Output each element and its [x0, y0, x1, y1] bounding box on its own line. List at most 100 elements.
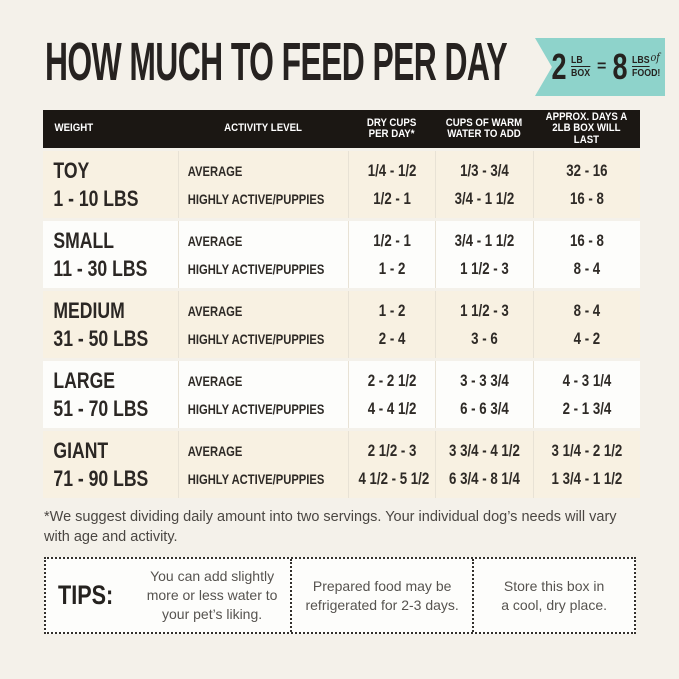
weight-name: TOY — [53, 157, 90, 183]
weight-range: 31 - 50 LBS — [53, 325, 149, 351]
activity-cell: AVERAGE HIGHLY ACTIVE/PUPPIES — [177, 151, 348, 218]
tip-text: Store this box in a cool, dry place. — [501, 577, 608, 613]
days-value: 2 - 1 3/4 — [562, 398, 612, 418]
footnote: *We suggest dividing daily amount into t… — [44, 509, 617, 545]
table-row-small: SMALL 11 - 30 LBS AVERAGE HIGHLY ACTIVE/… — [43, 221, 640, 288]
badge-right-unit-bottom: FOOD! — [632, 68, 661, 79]
dry-cups-value: 2 - 2 1/2 — [367, 370, 417, 390]
activity-label: HIGHLY ACTIVE/PUPPIES — [187, 470, 325, 487]
badge-left-unit-bottom: BOX — [571, 68, 591, 79]
water-value: 6 - 6 3/4 — [460, 398, 509, 418]
days-cell: 32 - 16 16 - 8 — [533, 151, 640, 218]
water-value: 1/3 - 3/4 — [460, 160, 509, 180]
tips-label-cell: TIPS: — [46, 559, 134, 632]
weight-range: 51 - 70 LBS — [53, 395, 149, 421]
tip-item-storage: Store this box in a cool, dry place. — [472, 559, 634, 632]
activity-cell: AVERAGE HIGHLY ACTIVE/PUPPIES — [177, 431, 348, 498]
dry-cups-cell: 2 1/2 - 3 4 1/2 - 5 1/2 — [348, 431, 435, 498]
badge-right-unit-top: LBS — [632, 55, 651, 67]
weight-name: MEDIUM — [53, 297, 125, 323]
tip-text: You can add slightly more or less water … — [146, 568, 278, 622]
dry-cups-cell: 1/4 - 1/2 1/2 - 1 — [348, 151, 435, 218]
badge-right-unit-script: of — [650, 51, 661, 64]
page-title: HOW MUCH TO FEED PER DAY — [45, 32, 508, 92]
tip-text: Prepared food may be refrigerated for 2-… — [305, 577, 459, 613]
weight-range: 1 - 10 LBS — [53, 185, 139, 211]
weight-range: 11 - 30 LBS — [53, 255, 148, 281]
dry-cups-value: 1 - 2 — [378, 258, 406, 278]
badge-left-number: 2 — [551, 46, 567, 87]
dry-cups-value: 2 - 4 — [378, 328, 406, 348]
days-cell: 3 1/4 - 2 1/2 1 3/4 - 1 1/2 — [533, 431, 640, 498]
water-value: 1 1/2 - 3 — [460, 300, 509, 320]
activity-label: AVERAGE — [187, 372, 243, 389]
water-cell: 3 - 3 3/4 6 - 6 3/4 — [435, 361, 533, 428]
table-row-toy: TOY 1 - 10 LBS AVERAGE HIGHLY ACTIVE/PUP… — [43, 151, 640, 218]
water-cell: 1/3 - 3/4 3/4 - 1 1/2 — [435, 151, 533, 218]
water-value: 3 3/4 - 4 1/2 — [449, 440, 521, 460]
column-header-dry-cups: DRY CUPS PER DAY* — [366, 116, 417, 140]
activity-cell: AVERAGE HIGHLY ACTIVE/PUPPIES — [177, 361, 348, 428]
tip-item-water: You can add slightly more or less water … — [134, 559, 290, 632]
water-value: 3/4 - 1 1/2 — [454, 188, 515, 208]
weight-cell: MEDIUM 31 - 50 LBS — [43, 291, 178, 358]
water-value: 3/4 - 1 1/2 — [454, 230, 515, 250]
badge-right-unit: LBS of FOOD! — [632, 51, 661, 79]
activity-label: HIGHLY ACTIVE/PUPPIES — [187, 190, 325, 207]
dry-cups-value: 1 - 2 — [378, 300, 406, 320]
dry-cups-value: 1/4 - 1/2 — [367, 160, 417, 180]
weight-cell: LARGE 51 - 70 LBS — [43, 361, 178, 428]
column-header-water: CUPS OF WARM WATER TO ADD — [445, 116, 523, 140]
feeding-table: WEIGHT ACTIVITY LEVEL DRY CUPS PER DAY* … — [43, 110, 640, 498]
column-header-activity-level: ACTIVITY LEVEL — [224, 122, 302, 135]
badge-left-unit: LB BOX — [571, 55, 591, 79]
dry-cups-value: 4 - 4 1/2 — [367, 398, 417, 418]
water-value: 3 - 6 — [471, 328, 498, 348]
activity-label: HIGHLY ACTIVE/PUPPIES — [187, 260, 325, 277]
dry-cups-cell: 1/2 - 1 1 - 2 — [348, 221, 435, 288]
table-header: WEIGHT ACTIVITY LEVEL DRY CUPS PER DAY* … — [43, 110, 640, 148]
days-value: 3 1/4 - 2 1/2 — [551, 440, 623, 460]
weight-range: 71 - 90 LBS — [53, 465, 149, 491]
column-header-days: APPROX. DAYS A 2LB BOX WILL LAST — [545, 110, 628, 146]
days-cell: 8 - 4 4 - 2 — [533, 291, 640, 358]
days-value: 16 - 8 — [570, 230, 605, 250]
dry-cups-value: 1/2 - 1 — [373, 230, 411, 250]
weight-name: LARGE — [53, 367, 115, 393]
water-cell: 3 3/4 - 4 1/2 6 3/4 - 8 1/4 — [435, 431, 533, 498]
days-cell: 16 - 8 8 - 4 — [533, 221, 640, 288]
dry-cups-value: 2 1/2 - 3 — [367, 440, 417, 460]
weight-cell: TOY 1 - 10 LBS — [43, 151, 178, 218]
activity-label: AVERAGE — [187, 162, 243, 179]
tips-label: TIPS: — [58, 580, 114, 610]
days-value: 32 - 16 — [566, 160, 608, 180]
water-value: 3 - 3 3/4 — [460, 370, 509, 390]
badge-content: 2 LB BOX = 8 LBS of FOOD! — [549, 49, 664, 85]
days-value: 4 - 3 1/4 — [562, 370, 612, 390]
weight-cell: GIANT 71 - 90 LBS — [43, 431, 178, 498]
badge-right-unit-top-row: LBS of — [632, 51, 661, 67]
activity-label: AVERAGE — [187, 232, 243, 249]
activity-label: HIGHLY ACTIVE/PUPPIES — [187, 400, 325, 417]
table-row-medium: MEDIUM 31 - 50 LBS AVERAGE HIGHLY ACTIVE… — [43, 291, 640, 358]
days-value: 16 - 8 — [570, 188, 605, 208]
badge-equals-sign: = — [597, 58, 607, 75]
equivalence-badge: 2 LB BOX = 8 LBS of FOOD! — [535, 38, 665, 96]
activity-label: HIGHLY ACTIVE/PUPPIES — [187, 330, 325, 347]
days-value: 8 - 4 — [573, 258, 601, 278]
days-cell: 4 - 3 1/4 2 - 1 3/4 — [533, 361, 640, 428]
dry-cups-value: 1/2 - 1 — [373, 188, 411, 208]
water-value: 6 3/4 - 8 1/4 — [449, 468, 521, 488]
water-cell: 1 1/2 - 3 3 - 6 — [435, 291, 533, 358]
tip-item-refrigerate: Prepared food may be refrigerated for 2-… — [290, 559, 472, 632]
activity-label: AVERAGE — [187, 302, 243, 319]
weight-name: GIANT — [53, 437, 109, 463]
activity-cell: AVERAGE HIGHLY ACTIVE/PUPPIES — [177, 291, 348, 358]
activity-cell: AVERAGE HIGHLY ACTIVE/PUPPIES — [177, 221, 348, 288]
table-row-giant: GIANT 71 - 90 LBS AVERAGE HIGHLY ACTIVE/… — [43, 431, 640, 498]
badge-right-number: 8 — [612, 46, 628, 87]
table-row-large: LARGE 51 - 70 LBS AVERAGE HIGHLY ACTIVE/… — [43, 361, 640, 428]
weight-cell: SMALL 11 - 30 LBS — [43, 221, 178, 288]
days-value: 8 - 4 — [573, 300, 601, 320]
